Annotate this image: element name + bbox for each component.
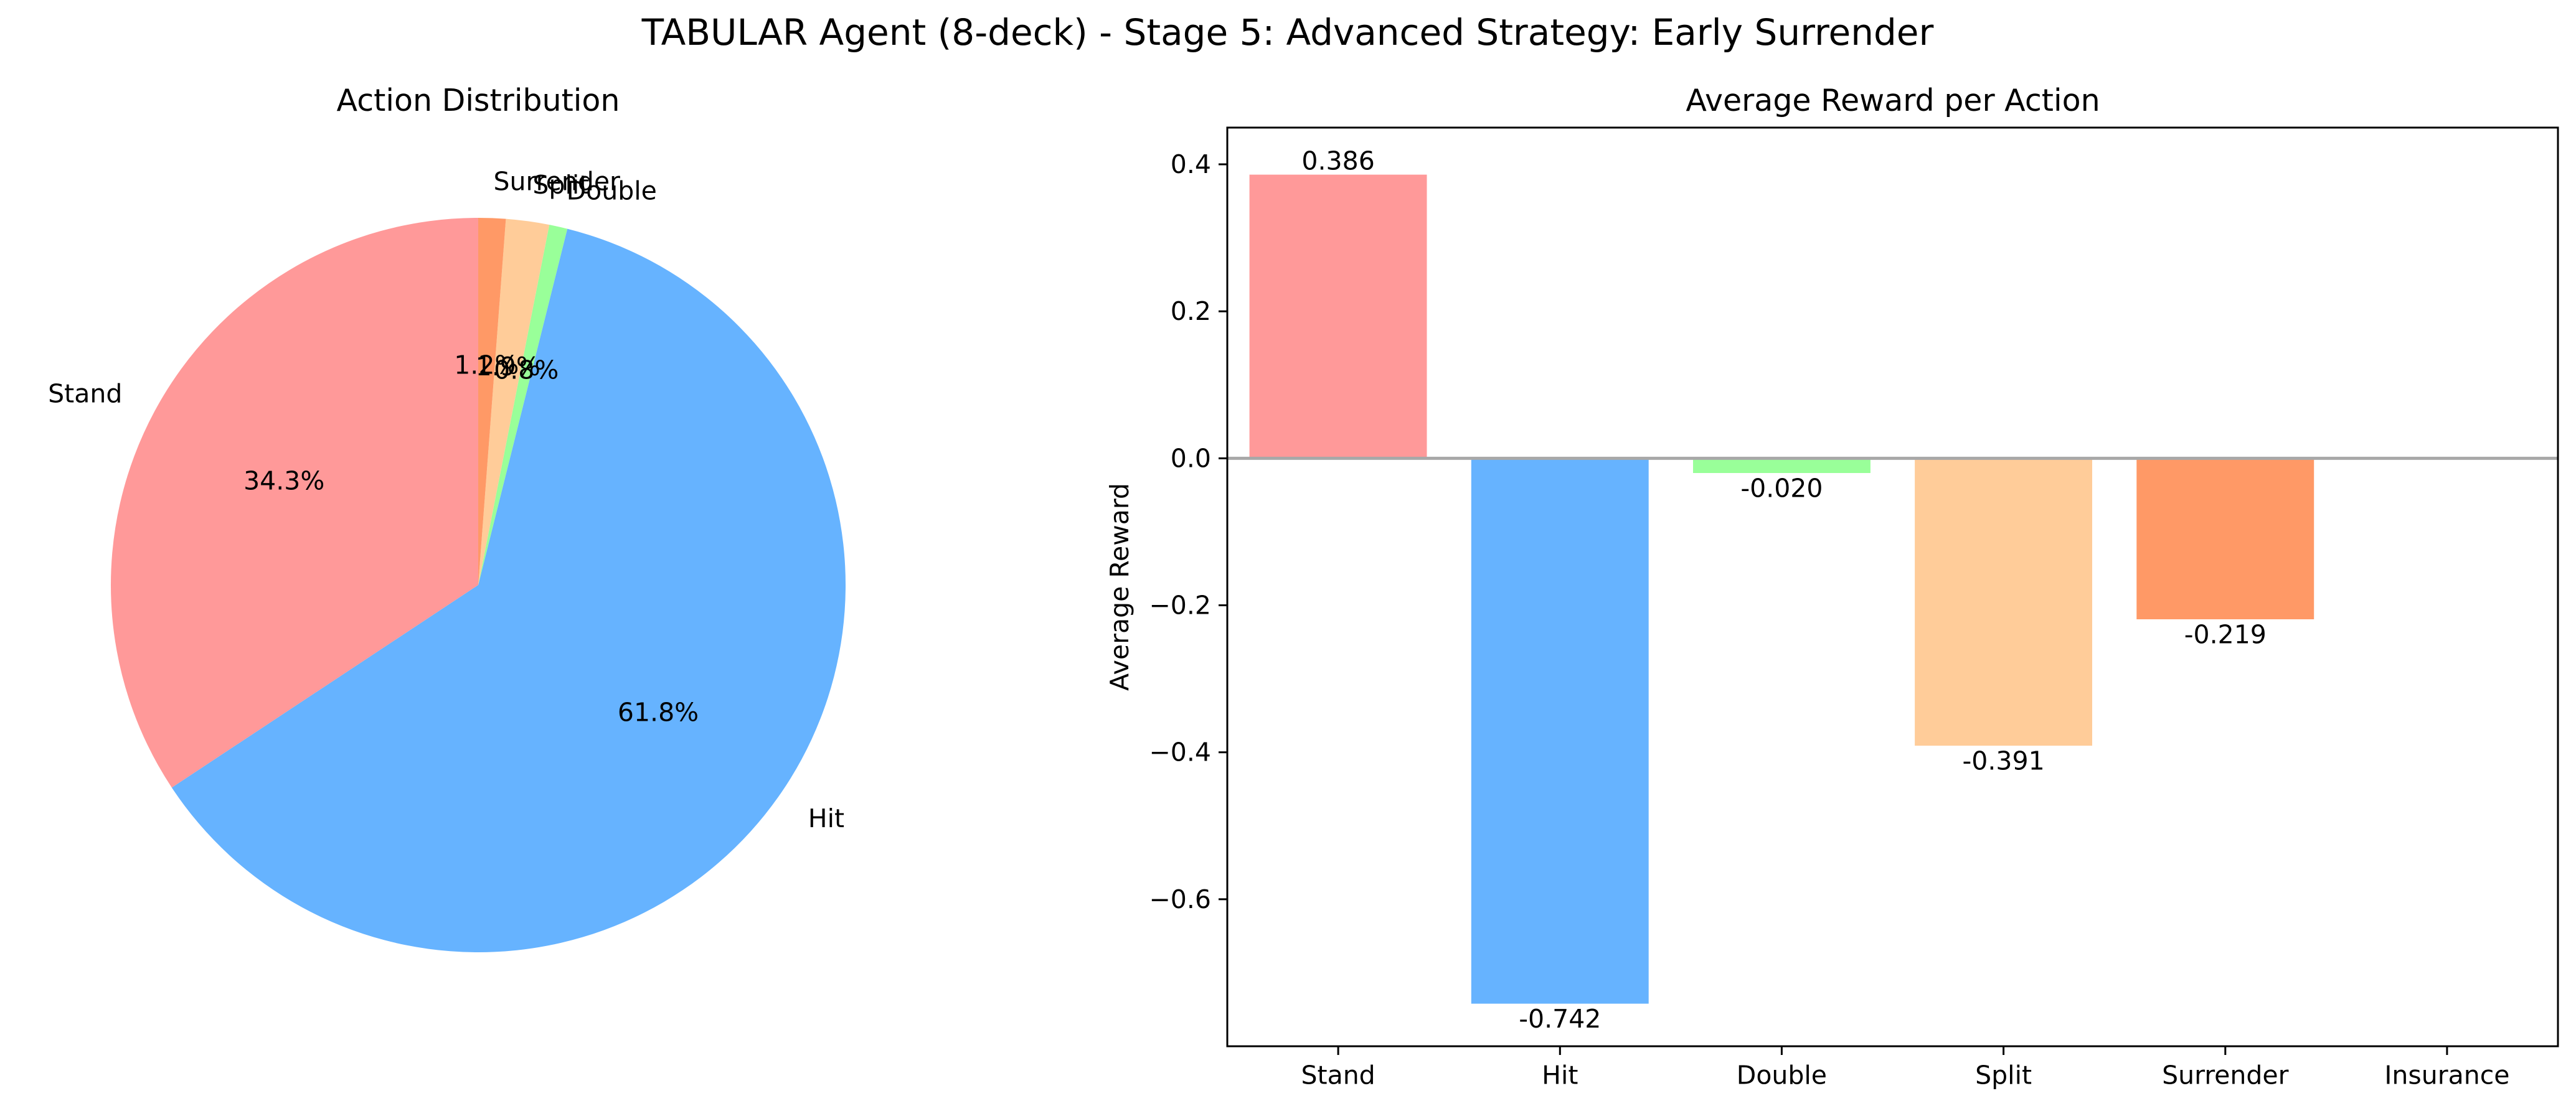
pie-slice-hit (171, 228, 846, 953)
bar-value-label-double: -0.020 (1740, 473, 1823, 503)
pie-slice-split (478, 218, 550, 585)
pie-label-hit: Hit (808, 804, 844, 833)
y-tick-label: 0.2 (1171, 296, 1211, 326)
pie-pct-label-surrender: 1.2% (454, 350, 519, 380)
bar-double (1693, 458, 1871, 473)
pie-pct-label-split: 1.9% (476, 352, 540, 382)
y-tick-label: −0.2 (1149, 591, 1211, 621)
pie-label-stand: Stand (48, 379, 122, 409)
x-tick-label-hit: Hit (1542, 1060, 1578, 1090)
y-tick-label: 0.4 (1171, 149, 1211, 179)
y-tick-label: 0.0 (1171, 443, 1211, 473)
bar-hit (1471, 458, 1649, 1004)
pie-labels: Stand 34.3% Hit 61.8% Double 0.8% Split 1.9% Sur… (48, 167, 844, 833)
pie-slice-stand (110, 218, 478, 788)
bar-surrender (2136, 458, 2314, 619)
bar-value-labels: 0.386 -0.742 -0.020 -0.391 -0.219 (1301, 146, 2266, 1034)
y-tick-label: −0.4 (1149, 738, 1211, 767)
bar-value-label-stand: 0.386 (1301, 146, 1374, 176)
bar-chart-panel: Average Reward per Action Average Reward… (1105, 83, 2559, 1090)
x-tick-label-stand: Stand (1301, 1060, 1375, 1090)
pie-label-split: Split (532, 170, 589, 200)
bar-stand (1249, 174, 1427, 459)
bar-ticks: Stand Hit Double Split Surrender Insurance 0.4… (1149, 149, 2509, 1090)
pie-label-surrender: Surrender (494, 167, 621, 197)
bar-value-label-hit: -0.742 (1519, 1004, 1601, 1034)
pie-slice-surrender (478, 218, 506, 585)
x-tick-label-insurance: Insurance (2384, 1060, 2509, 1090)
bar-value-label-surrender: -0.219 (2184, 619, 2267, 649)
pie-slices (110, 218, 846, 953)
pie-pct-label-stand: 34.3% (243, 466, 324, 495)
pie-pct-label-double: 0.8% (494, 355, 559, 385)
bar-chart-title: Average Reward per Action (1686, 83, 2100, 118)
pie-label-double: Double (567, 176, 657, 206)
bar-axes-frame (1226, 126, 2559, 1047)
bar-value-label-split: -0.391 (1963, 746, 2045, 776)
bar-bars (1227, 174, 2558, 1004)
figure-title: TABULAR Agent (8-deck) - Stage 5: Advanc… (641, 11, 1934, 54)
bar-split (1915, 458, 2092, 746)
pie-pct-label-hit: 61.8% (618, 698, 699, 728)
pie-slice-double (478, 225, 568, 585)
y-tick-label: −0.6 (1149, 884, 1211, 914)
pie-chart-panel: Action Distribution Stand 34.3% Hit 61.8% Do… (48, 83, 846, 953)
x-tick-label-surrender: Surrender (2162, 1060, 2289, 1090)
x-tick-label-double: Double (1737, 1060, 1827, 1090)
bar-chart-ylabel: Average Reward (1105, 483, 1135, 691)
x-tick-label-split: Split (1975, 1060, 2032, 1090)
pie-chart-title: Action Distribution (337, 83, 620, 118)
